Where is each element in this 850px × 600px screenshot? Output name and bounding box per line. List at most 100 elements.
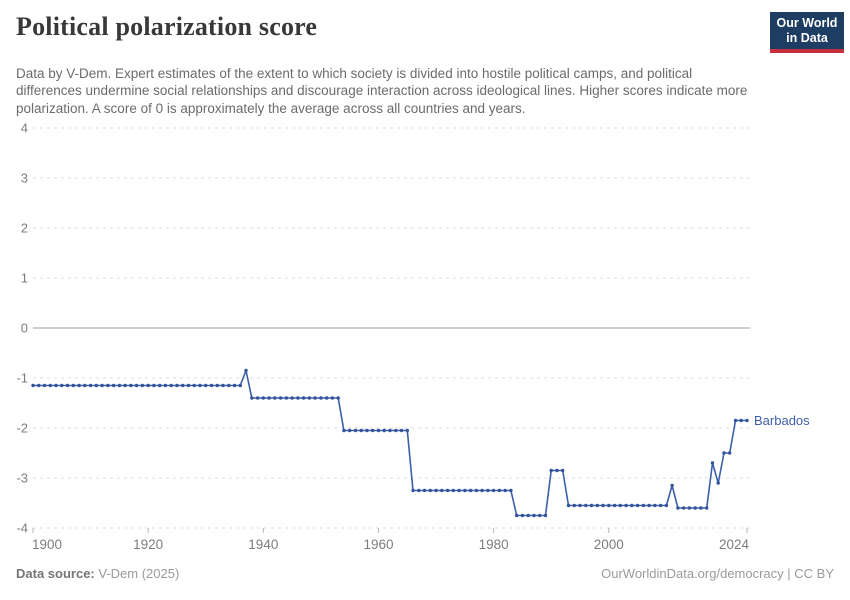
data-point-1994[interactable] xyxy=(572,503,576,508)
data-point-2022[interactable] xyxy=(733,418,738,423)
series-line-barbados[interactable] xyxy=(33,369,747,517)
data-point-1986[interactable] xyxy=(526,513,530,518)
data-point-2024[interactable] xyxy=(745,418,749,423)
data-point-2018[interactable] xyxy=(710,461,715,465)
data-point-1925[interactable] xyxy=(175,383,179,388)
data-point-2003[interactable] xyxy=(624,503,628,508)
data-point-2001[interactable] xyxy=(612,503,617,508)
data-point-1987[interactable] xyxy=(532,513,536,518)
data-point-1991[interactable] xyxy=(555,468,559,473)
data-point-2016[interactable] xyxy=(699,506,703,510)
data-point-2014[interactable] xyxy=(687,506,692,510)
data-point-1918[interactable] xyxy=(134,383,139,388)
data-point-1920[interactable] xyxy=(146,383,150,388)
data-point-1963[interactable] xyxy=(394,428,398,433)
data-point-1934[interactable] xyxy=(227,383,231,388)
data-point-1952[interactable] xyxy=(330,396,335,400)
data-point-1962[interactable] xyxy=(388,428,392,433)
data-point-2013[interactable] xyxy=(682,506,686,510)
data-point-1969[interactable] xyxy=(428,488,432,493)
data-point-1979[interactable] xyxy=(486,488,490,493)
data-point-2009[interactable] xyxy=(658,503,663,508)
data-point-1911[interactable] xyxy=(94,383,99,388)
data-point-1919[interactable] xyxy=(140,383,145,388)
data-point-1940[interactable] xyxy=(261,396,265,400)
data-point-1976[interactable] xyxy=(468,488,473,493)
data-point-1971[interactable] xyxy=(440,488,444,493)
data-point-1904[interactable] xyxy=(54,383,58,388)
data-point-1909[interactable] xyxy=(83,383,87,388)
data-point-1947[interactable] xyxy=(301,396,306,400)
data-point-1927[interactable] xyxy=(186,383,191,388)
data-point-1901[interactable] xyxy=(37,383,41,388)
data-point-2006[interactable] xyxy=(641,503,646,508)
data-point-2011[interactable] xyxy=(670,483,674,488)
data-point-1924[interactable] xyxy=(169,383,173,388)
data-point-1932[interactable] xyxy=(215,383,219,388)
data-point-1992[interactable] xyxy=(561,468,565,473)
data-point-1975[interactable] xyxy=(463,488,467,493)
series-label-barbados[interactable]: Barbados xyxy=(754,413,810,428)
data-point-1907[interactable] xyxy=(71,383,76,388)
data-point-1926[interactable] xyxy=(181,383,185,388)
data-point-1914[interactable] xyxy=(111,383,116,388)
data-point-2023[interactable] xyxy=(739,418,743,423)
data-point-1929[interactable] xyxy=(198,383,202,388)
data-point-1993[interactable] xyxy=(566,503,571,508)
data-point-1922[interactable] xyxy=(158,383,162,388)
data-point-1942[interactable] xyxy=(273,396,277,400)
data-point-1966[interactable] xyxy=(411,488,415,493)
data-point-1964[interactable] xyxy=(399,428,404,433)
data-point-1936[interactable] xyxy=(238,383,242,388)
data-point-1978[interactable] xyxy=(480,488,484,493)
data-point-1998[interactable] xyxy=(595,503,599,508)
data-point-1958[interactable] xyxy=(365,428,369,433)
data-point-1917[interactable] xyxy=(129,383,133,388)
data-point-1967[interactable] xyxy=(417,488,421,493)
data-point-1999[interactable] xyxy=(601,503,605,508)
data-point-2010[interactable] xyxy=(664,503,669,508)
data-point-1945[interactable] xyxy=(290,396,294,400)
data-point-1981[interactable] xyxy=(497,488,502,493)
data-point-1948[interactable] xyxy=(307,396,312,400)
data-point-1972[interactable] xyxy=(445,488,450,493)
data-point-1989[interactable] xyxy=(543,513,548,518)
data-point-1908[interactable] xyxy=(77,383,81,388)
data-point-1946[interactable] xyxy=(296,396,300,400)
data-point-2015[interactable] xyxy=(693,506,697,510)
data-point-1955[interactable] xyxy=(348,428,352,433)
data-point-1949[interactable] xyxy=(313,396,317,400)
credit-line[interactable]: OurWorldinData.org/democracy | CC BY xyxy=(601,566,834,581)
data-point-1997[interactable] xyxy=(589,503,594,508)
data-point-2002[interactable] xyxy=(618,503,622,508)
data-point-2000[interactable] xyxy=(607,503,611,508)
data-point-1915[interactable] xyxy=(117,383,122,388)
data-point-1960[interactable] xyxy=(376,428,381,433)
data-point-1912[interactable] xyxy=(100,383,104,388)
owid-logo[interactable]: Our World in Data xyxy=(770,12,844,53)
data-point-2004[interactable] xyxy=(630,503,634,508)
data-point-1923[interactable] xyxy=(163,383,168,388)
data-point-1928[interactable] xyxy=(192,383,196,388)
data-point-1973[interactable] xyxy=(451,488,455,493)
data-point-1968[interactable] xyxy=(422,488,427,493)
data-point-2012[interactable] xyxy=(676,506,680,510)
data-point-1935[interactable] xyxy=(232,383,237,388)
data-point-1906[interactable] xyxy=(65,383,70,388)
data-point-1990[interactable] xyxy=(549,468,553,473)
data-point-2019[interactable] xyxy=(716,481,720,485)
data-point-1921[interactable] xyxy=(152,383,156,388)
data-point-1903[interactable] xyxy=(48,383,52,388)
data-point-1985[interactable] xyxy=(520,513,525,518)
data-point-1970[interactable] xyxy=(434,488,438,493)
data-point-1931[interactable] xyxy=(209,383,214,388)
data-point-1916[interactable] xyxy=(123,383,127,388)
data-point-1933[interactable] xyxy=(221,383,225,388)
data-point-1944[interactable] xyxy=(284,396,289,400)
data-point-1953[interactable] xyxy=(336,396,340,400)
data-point-1980[interactable] xyxy=(491,488,496,493)
data-point-2020[interactable] xyxy=(722,451,726,455)
data-point-1988[interactable] xyxy=(538,513,542,518)
data-point-1959[interactable] xyxy=(371,428,375,433)
data-point-2007[interactable] xyxy=(647,503,651,508)
